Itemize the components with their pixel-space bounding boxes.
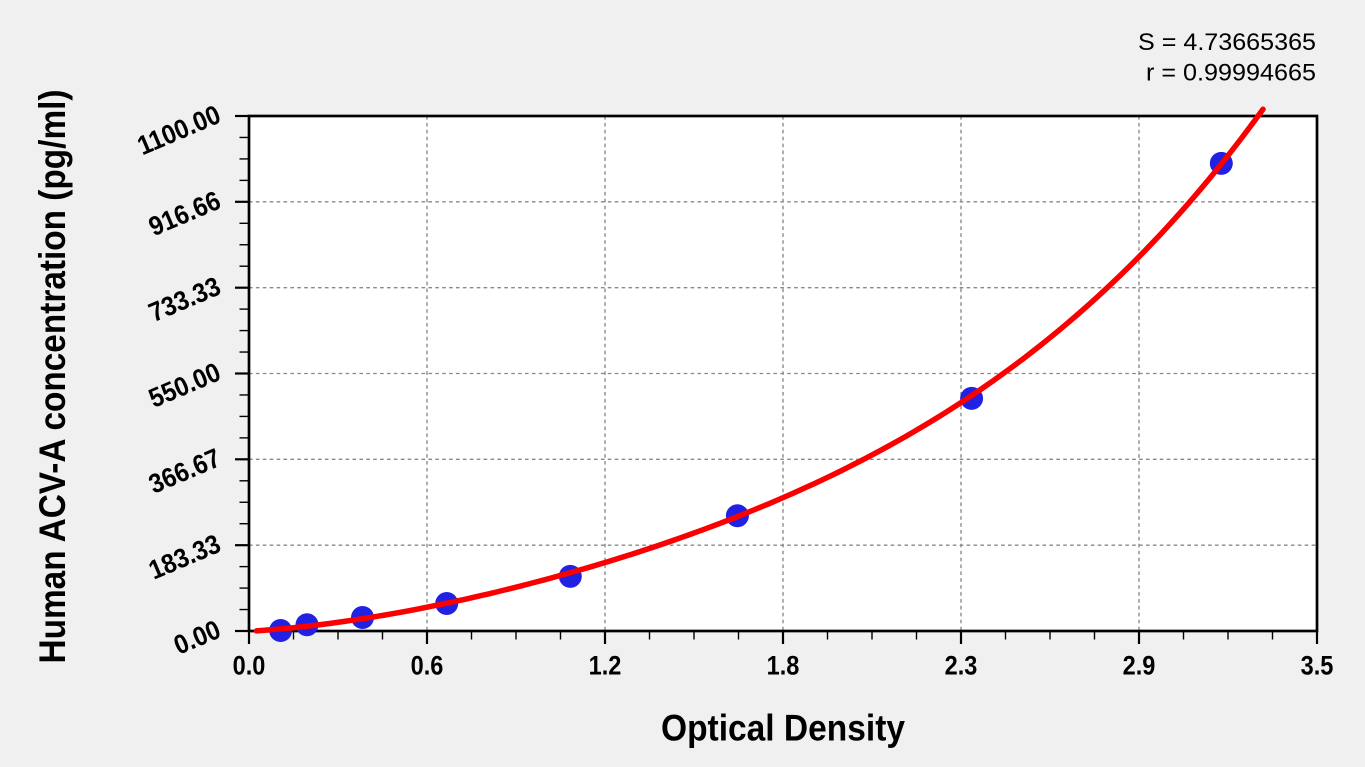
svg-text:Human ACV-A concentration (pg/: Human ACV-A concentration (pg/ml) [32,90,73,664]
svg-text:r = 0.99994665: r = 0.99994665 [1146,60,1316,87]
svg-text:3.5: 3.5 [1301,651,1334,681]
svg-text:1.2: 1.2 [589,651,622,681]
svg-text:Optical Density: Optical Density [661,707,905,748]
svg-text:1.8: 1.8 [767,651,800,681]
svg-text:2.9: 2.9 [1123,651,1156,681]
svg-text:S = 4.73665365: S = 4.73665365 [1138,29,1316,56]
svg-text:0.6: 0.6 [411,651,444,681]
svg-text:2.3: 2.3 [945,651,978,681]
svg-text:0.0: 0.0 [233,651,266,681]
